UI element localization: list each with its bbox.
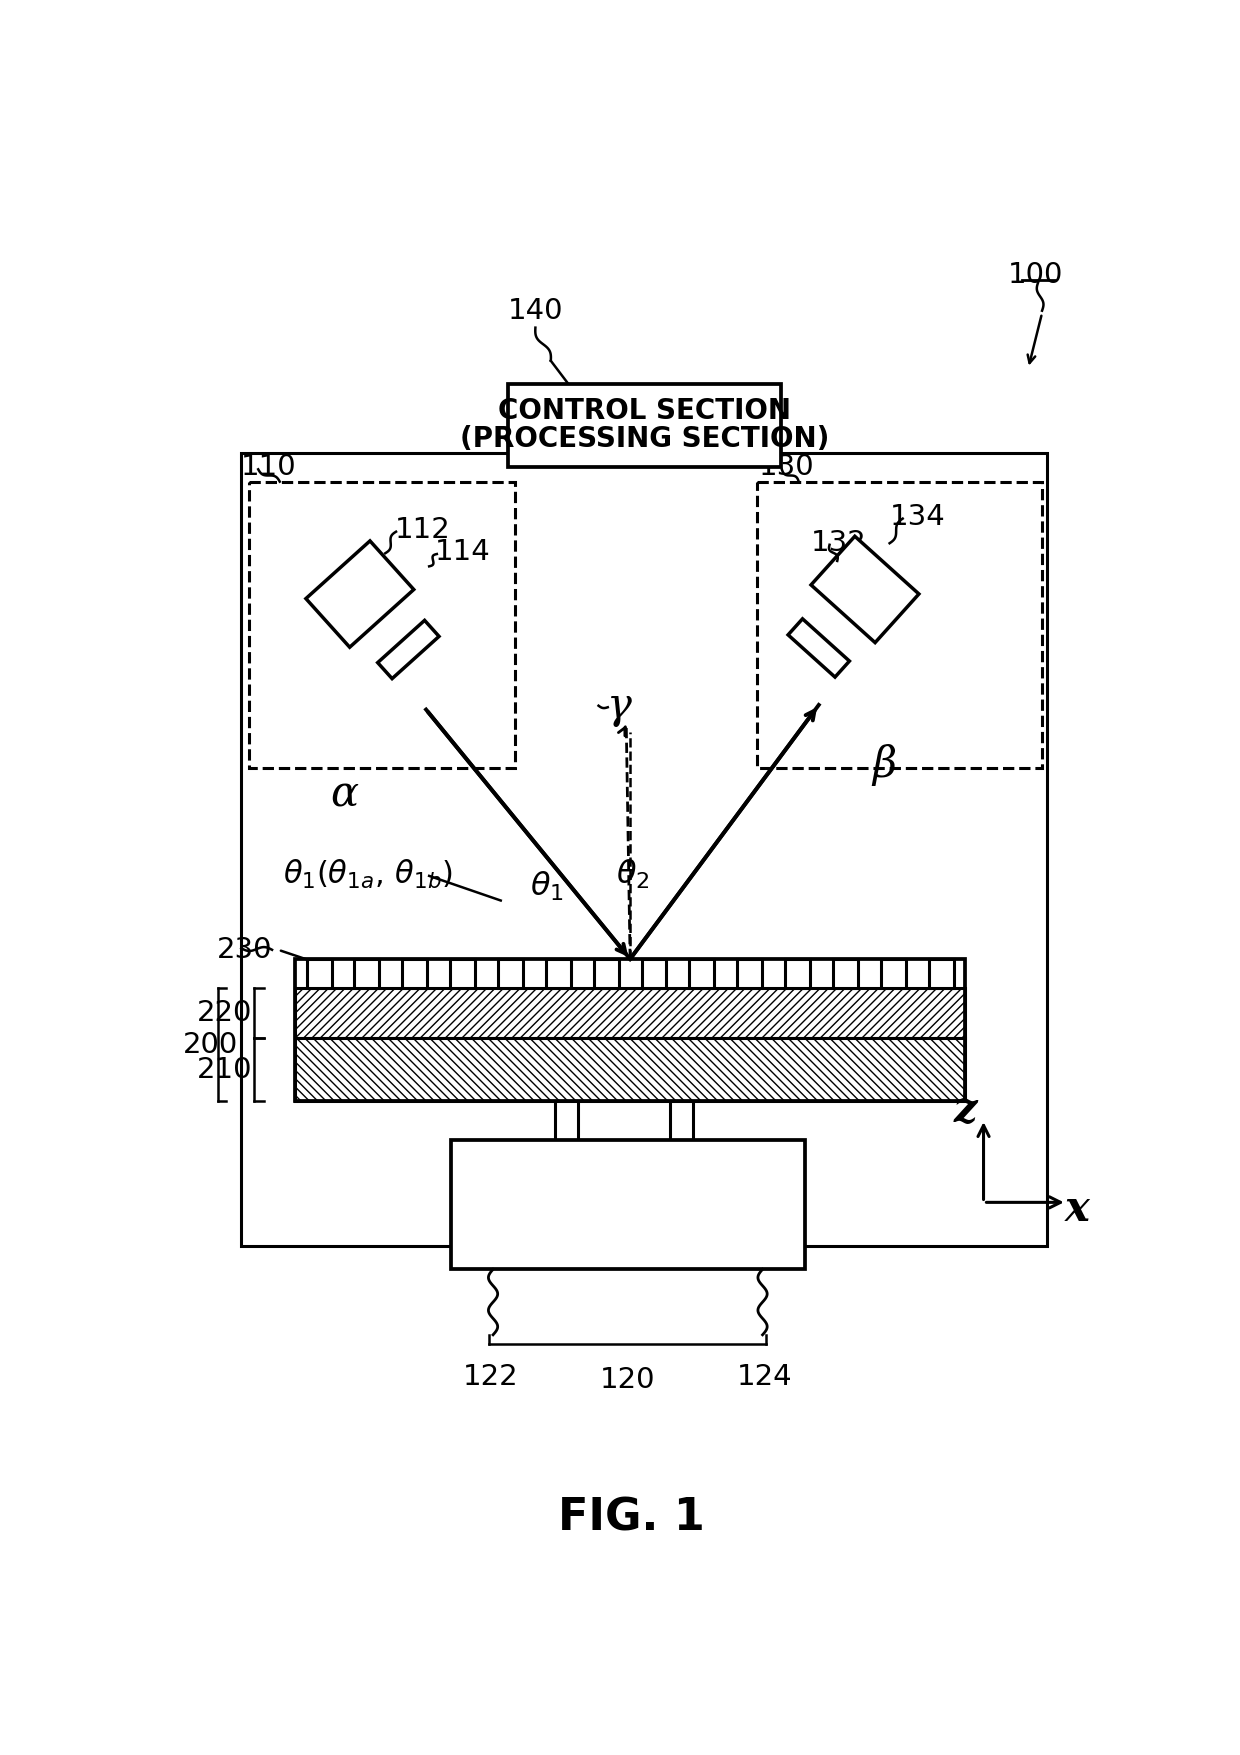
Bar [249, 481, 515, 769]
Text: 210: 210 [196, 1057, 252, 1085]
Text: 140: 140 [507, 297, 563, 325]
Text: $\theta_1$: $\theta_1$ [529, 870, 564, 904]
Bar [295, 958, 965, 1102]
Bar [507, 384, 781, 467]
Bar [306, 958, 331, 988]
Text: z: z [954, 1088, 977, 1130]
Text: $\theta_1(\theta_{1a},\,\theta_{1b})$: $\theta_1(\theta_{1a},\,\theta_{1b})$ [283, 858, 453, 892]
Bar [450, 958, 475, 988]
Bar [554, 1102, 578, 1141]
Text: β: β [873, 744, 897, 786]
Bar [641, 958, 666, 988]
Text: (PROCESSING SECTION): (PROCESSING SECTION) [460, 425, 830, 453]
Text: 200: 200 [182, 1030, 238, 1058]
Text: 100: 100 [1008, 260, 1064, 288]
Bar [689, 958, 714, 988]
Polygon shape [811, 537, 919, 642]
Text: FIG. 1: FIG. 1 [558, 1497, 706, 1539]
Text: 132: 132 [811, 530, 867, 558]
Bar [670, 1102, 693, 1141]
Text: 122: 122 [463, 1364, 518, 1392]
Text: x: x [1065, 1188, 1090, 1230]
Text: 110: 110 [242, 453, 296, 481]
Bar [295, 958, 965, 988]
Bar [785, 958, 810, 988]
Bar [295, 988, 965, 1039]
Text: γ: γ [608, 684, 632, 727]
Bar [546, 958, 570, 988]
Bar [355, 958, 379, 988]
Text: CONTROL SECTION: CONTROL SECTION [497, 397, 791, 425]
Bar [594, 958, 619, 988]
Text: 114: 114 [435, 537, 491, 565]
Polygon shape [789, 620, 849, 677]
Bar [498, 958, 523, 988]
Text: 220: 220 [197, 999, 252, 1027]
Text: 134: 134 [889, 504, 945, 532]
Text: 230: 230 [217, 935, 272, 963]
Bar [758, 481, 1042, 769]
Bar [880, 958, 905, 988]
Bar [929, 958, 954, 988]
Bar [295, 1039, 965, 1102]
Text: 130: 130 [759, 453, 815, 481]
Text: 124: 124 [737, 1364, 792, 1392]
Text: $\theta_2$: $\theta_2$ [616, 858, 650, 892]
Bar [450, 1141, 805, 1269]
Polygon shape [378, 620, 439, 679]
Bar [833, 958, 858, 988]
Polygon shape [306, 541, 414, 648]
Bar [738, 958, 763, 988]
Bar [242, 453, 1048, 1246]
Text: 120: 120 [600, 1365, 656, 1393]
Text: α: α [330, 774, 358, 816]
Bar [402, 958, 428, 988]
Text: 112: 112 [394, 516, 450, 544]
